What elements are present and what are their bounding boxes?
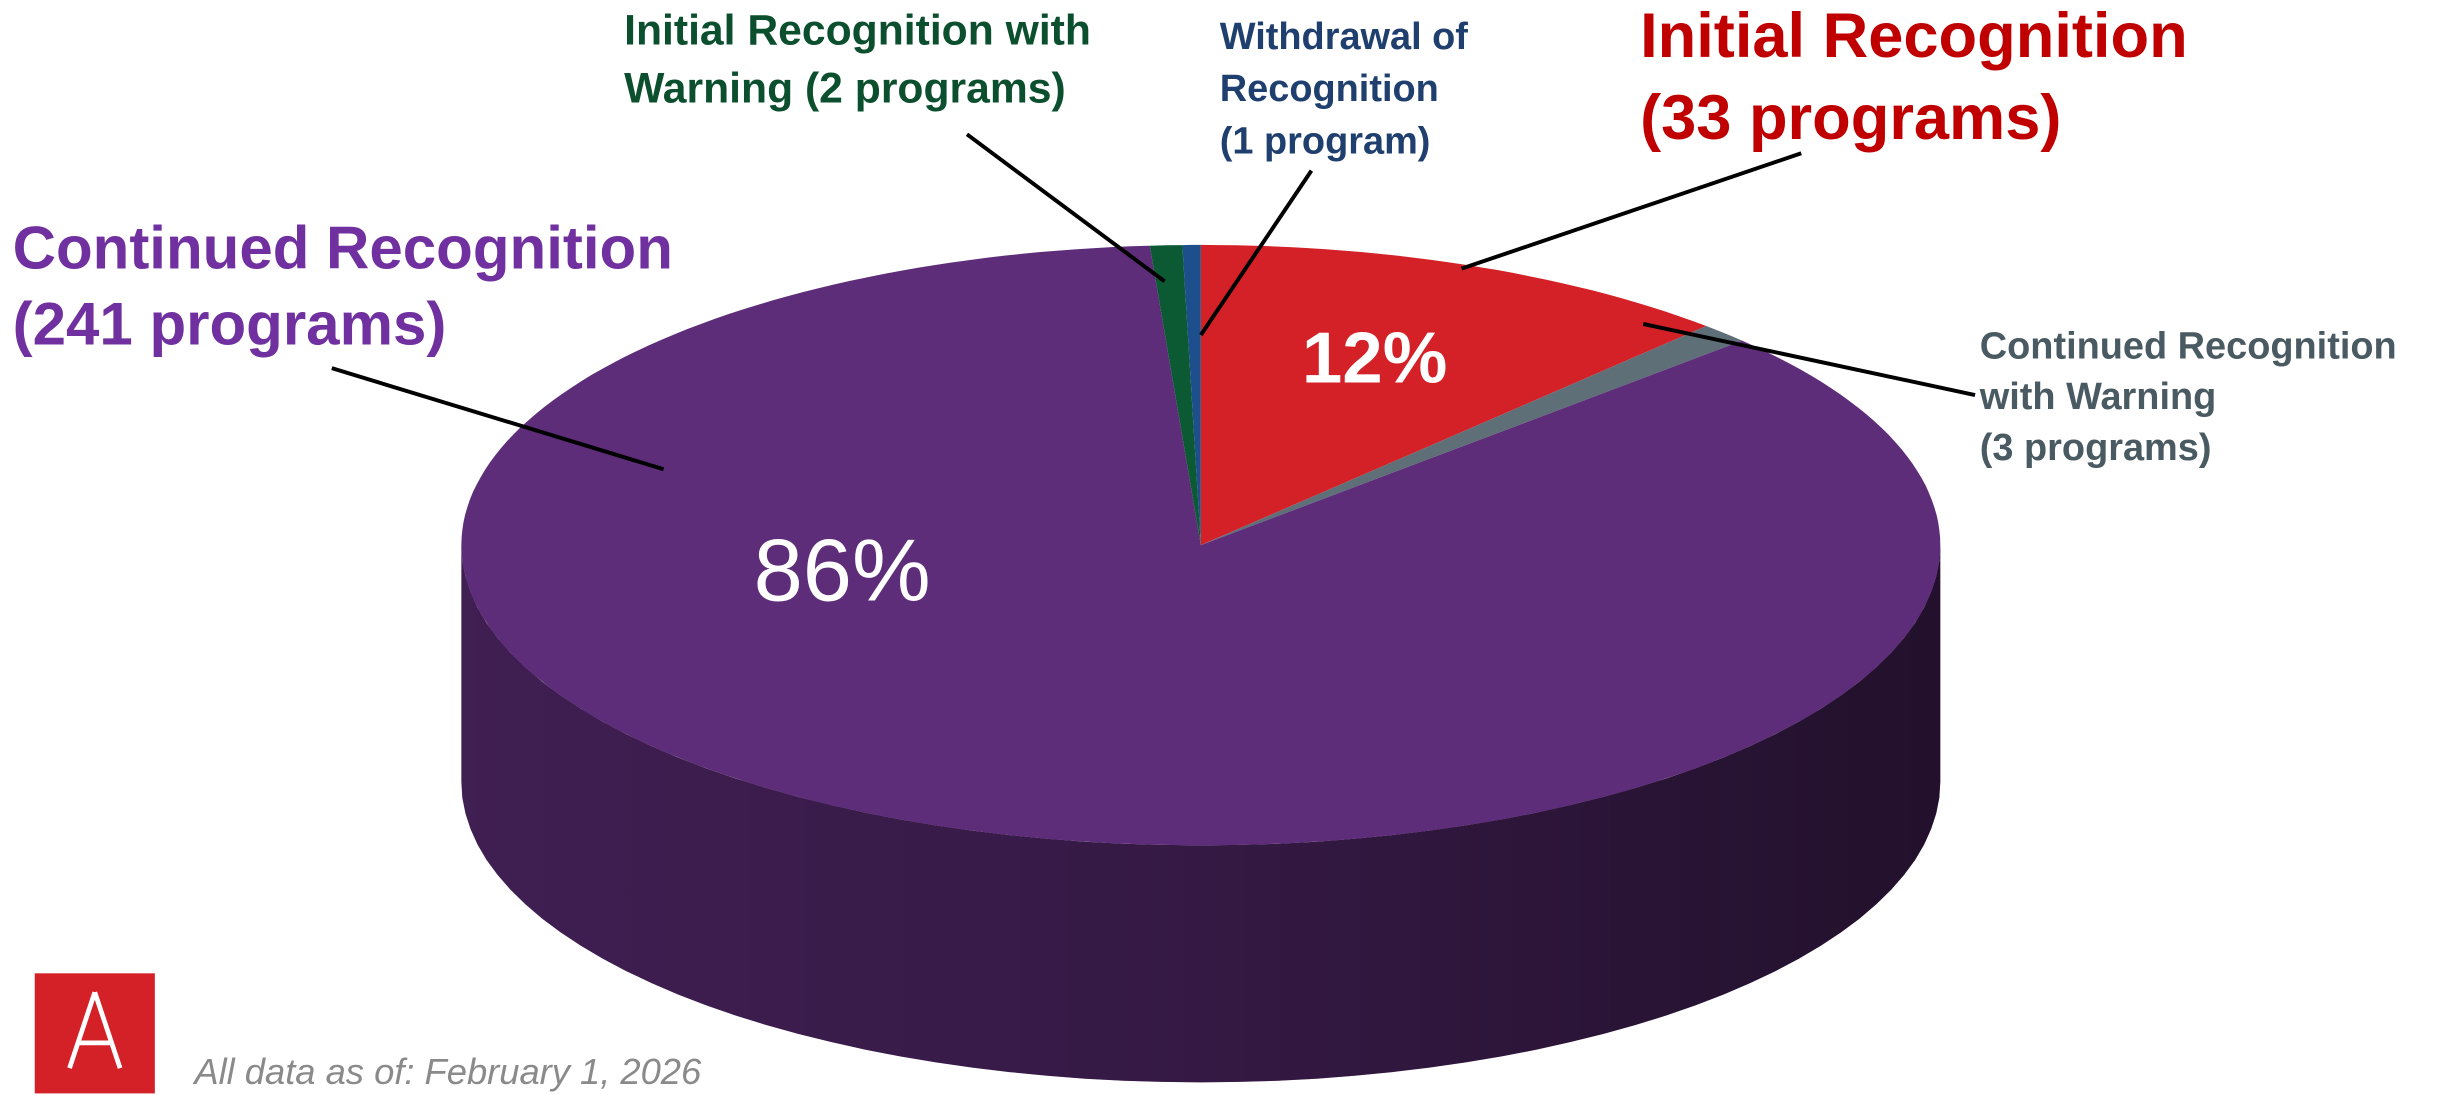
slice <box>461 245 1941 846</box>
slice <box>1200 244 1707 546</box>
category-label: (1 program) <box>1220 120 1431 162</box>
category-label: Withdrawal of <box>1220 16 1469 58</box>
labels: Initial Recognition (33 programs) 12% Conti… <box>13 1 2397 620</box>
leader-line <box>1460 151 1802 271</box>
category-label: (241 programs) <box>13 290 447 357</box>
category-label: Initial Recognition with <box>624 6 1091 54</box>
logo <box>34 973 155 1094</box>
category-label: (33 programs) <box>1640 83 2061 153</box>
category-label: Recognition <box>1220 68 1439 110</box>
leader-line <box>1199 169 1314 337</box>
slice-side-shade <box>461 545 1941 1083</box>
category-label: with Warning <box>1979 376 2217 418</box>
value-label: 12% <box>1302 317 1447 398</box>
category-label: Warning (2 programs) <box>624 65 1066 113</box>
category-label: Initial Recognition <box>1640 1 2188 71</box>
slice <box>1149 245 1201 546</box>
category-label: Continued Recognition <box>1980 326 2397 368</box>
slice <box>1200 325 1743 546</box>
leader-line <box>1642 321 1976 397</box>
leader-line <box>965 132 1166 283</box>
category-label: Continued Recognition <box>13 215 673 282</box>
value-label: 86% <box>754 520 931 619</box>
logo-mark <box>67 991 123 1069</box>
footnote: All data as of: February 1, 2026 <box>192 1051 702 1092</box>
leader-line <box>331 366 665 472</box>
category-label: (3 programs) <box>1980 427 2212 469</box>
pie <box>461 244 1941 1083</box>
slice <box>1182 244 1201 546</box>
